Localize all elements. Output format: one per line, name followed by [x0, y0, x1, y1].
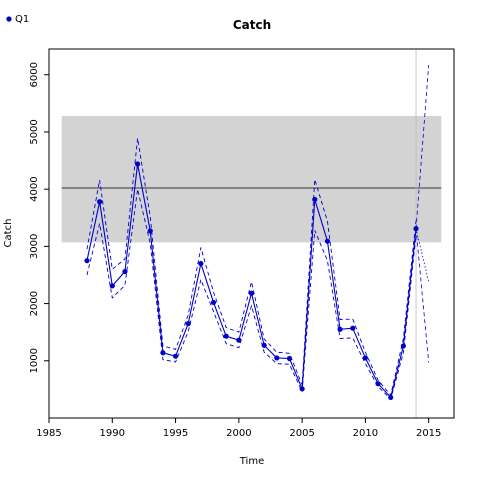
projection-line-2 — [415, 228, 430, 282]
data-point — [198, 260, 204, 267]
data-point — [134, 161, 141, 167]
y-tick-label: 4000 — [29, 176, 40, 201]
data-point — [261, 342, 267, 348]
data-point — [147, 228, 153, 234]
data-point — [400, 343, 406, 349]
y-tick-label: 1000 — [29, 348, 40, 373]
y-tick-label: 3000 — [29, 234, 40, 259]
y-tick-label: 6000 — [29, 62, 40, 87]
data-point — [312, 196, 318, 203]
data-point — [84, 258, 90, 264]
x-tick-label: 2010 — [353, 428, 378, 439]
chart-title: Catch — [233, 18, 271, 32]
plot-area — [61, 49, 442, 418]
lower-bound-line — [86, 189, 417, 400]
data-point — [375, 381, 381, 387]
reference-band — [61, 115, 442, 243]
data-point — [223, 333, 229, 339]
x-tick-label: 1990 — [100, 428, 125, 439]
projection-line-1 — [415, 64, 430, 229]
plot-frame — [48, 48, 455, 419]
upper-bound-line — [86, 138, 417, 397]
data-point — [109, 283, 115, 289]
data-point — [286, 355, 293, 362]
data-point — [97, 199, 103, 205]
data-point — [185, 321, 191, 327]
data-point — [172, 353, 179, 359]
x-tick-label: 2000 — [226, 428, 251, 439]
data-point — [122, 268, 128, 275]
data-point — [248, 290, 255, 296]
data-point — [299, 386, 305, 392]
x-tick-label: 1995 — [163, 428, 188, 439]
data-point — [388, 394, 394, 401]
legend-label: Q1 — [15, 14, 29, 25]
x-tick-label: 1985 — [36, 428, 61, 439]
x-axis-title: Time — [239, 456, 264, 467]
legend-marker — [6, 16, 12, 22]
data-point — [350, 325, 356, 331]
x-tick-label: 2015 — [416, 428, 441, 439]
data-point — [274, 355, 280, 361]
y-tick-label: 5000 — [29, 119, 40, 144]
data-point — [413, 226, 419, 232]
y-axis: 1000 2000 3000 4000 5000 6000 — [29, 62, 49, 374]
data-point — [236, 337, 242, 343]
projection-line-3 — [415, 228, 430, 363]
data-point — [210, 299, 217, 306]
y-axis-title: Catch — [3, 219, 14, 248]
data-point — [362, 355, 369, 361]
x-tick-label: 2005 — [289, 428, 314, 439]
data-point — [337, 326, 343, 332]
y-tick-label: 2000 — [29, 291, 40, 316]
legend: Q1 — [6, 14, 29, 25]
x-axis: 1985 1990 1995 2000 2005 2010 2015 — [36, 418, 441, 439]
data-point — [324, 238, 331, 244]
data-point — [160, 350, 166, 356]
